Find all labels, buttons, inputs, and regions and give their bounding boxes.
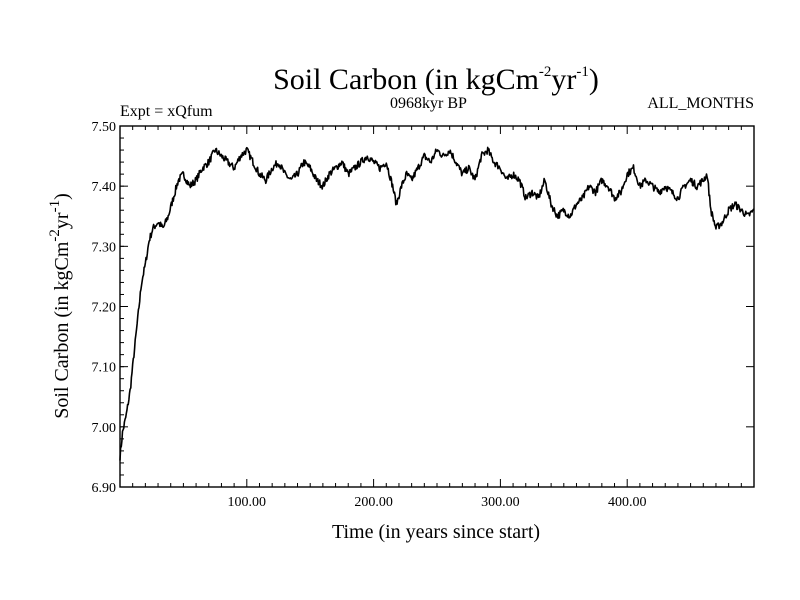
y-tick-label: 7.20	[92, 301, 117, 316]
series-line-soil-carbon	[119, 146, 755, 461]
x-tick-label: 200.00	[354, 495, 393, 510]
y-axis-label: Soil Carbon (in kgCm-2yr-1)	[47, 193, 73, 419]
y-tick-label: 7.10	[92, 361, 117, 376]
y-tick-label: 7.40	[92, 180, 117, 195]
y-tick-label: 6.90	[92, 481, 117, 496]
months-label: ALL_MONTHS	[647, 95, 754, 112]
experiment-label: Expt = xQfum	[120, 103, 213, 120]
period-label: 0968kyr BP	[390, 95, 467, 112]
y-axis-ticks: 6.90 7.00 7.10 7.20 7.30 7.40 7.50	[92, 120, 754, 496]
x-axis-label: Time (in years since start)	[332, 521, 540, 543]
chart-title: Soil Carbon (in kgCm-2yr-1)	[273, 63, 599, 96]
x-tick-label: 100.00	[228, 495, 267, 510]
x-tick-label: 400.00	[608, 495, 647, 510]
y-tick-label: 7.50	[92, 120, 117, 135]
plot-frame	[119, 125, 755, 488]
x-tick-label: 300.00	[481, 495, 520, 510]
y-tick-label: 7.00	[92, 421, 117, 436]
y-tick-label: 7.30	[92, 240, 117, 255]
x-axis-ticks: 100.00 200.00 300.00 400.00	[132, 126, 742, 510]
